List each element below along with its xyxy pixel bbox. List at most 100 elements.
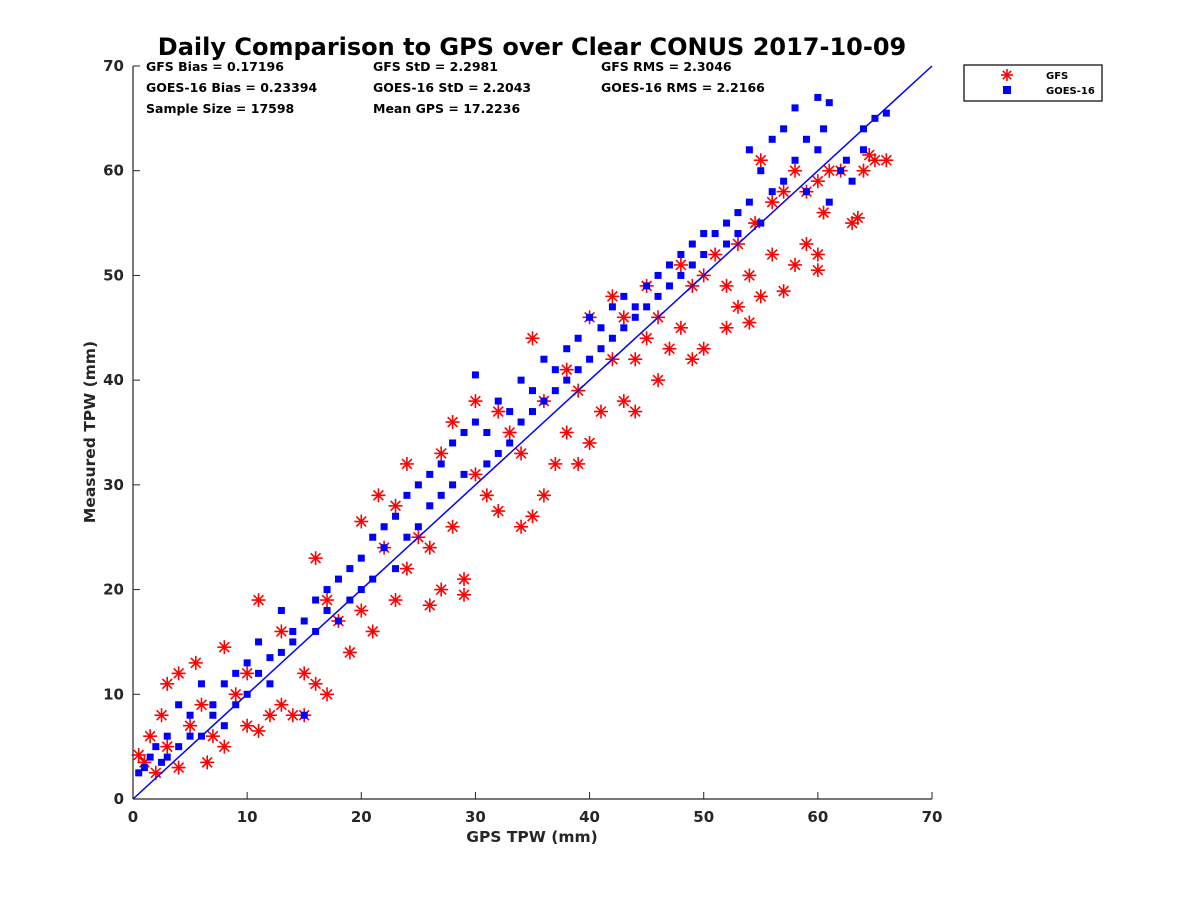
goes16-point xyxy=(677,250,685,258)
gfs-point xyxy=(308,676,323,691)
goes16-point xyxy=(734,230,742,238)
gfs-point xyxy=(240,718,255,733)
gfs-point xyxy=(628,352,643,367)
gfs-point xyxy=(799,237,814,252)
goes16-point xyxy=(848,177,856,185)
x-tick-label: 60 xyxy=(807,808,828,826)
goes16-point xyxy=(540,397,548,405)
legend-gfs-asterisk xyxy=(1001,69,1013,81)
gfs-point xyxy=(308,551,323,566)
goes16-point xyxy=(791,156,799,164)
goes16-point xyxy=(255,669,263,677)
y-tick-label: 50 xyxy=(103,266,124,284)
goes16-point xyxy=(197,680,205,688)
gfs-point xyxy=(194,697,209,712)
goes16-point xyxy=(608,334,616,342)
gfs-point xyxy=(514,446,529,461)
gfs-point xyxy=(765,195,780,210)
goes16-point xyxy=(506,408,514,416)
gfs-point xyxy=(742,315,757,330)
gfs-point xyxy=(371,488,386,503)
gfs-point xyxy=(354,603,369,618)
goes16-point xyxy=(209,711,217,719)
gfs-point xyxy=(388,498,403,513)
gfs-point xyxy=(525,331,540,346)
gfs-point xyxy=(616,394,631,409)
gfs-point xyxy=(559,425,574,440)
goes16-point xyxy=(220,680,228,688)
goes16-point xyxy=(460,470,468,478)
goes16-point xyxy=(608,303,616,311)
gfs-point xyxy=(399,456,414,471)
gfs-point xyxy=(685,352,700,367)
goes16-point xyxy=(860,146,868,154)
goes16-point xyxy=(135,769,143,777)
goes16-point xyxy=(357,554,365,562)
goes16-point xyxy=(266,654,274,662)
goes16-point xyxy=(494,397,502,405)
goes16-point xyxy=(334,575,342,583)
gfs-point xyxy=(388,593,403,608)
gfs-point xyxy=(525,509,540,524)
goes16-point xyxy=(825,198,833,206)
gfs-point xyxy=(810,263,825,278)
gfs-point xyxy=(217,739,232,754)
goes16-point xyxy=(586,313,594,321)
goes16-point xyxy=(186,711,194,719)
goes16-point xyxy=(688,240,696,248)
goes16-point xyxy=(837,167,845,175)
goes16-point xyxy=(277,607,285,615)
gfs-point xyxy=(850,210,865,225)
stat-gfs-bias: GFS Bias = 0.17196 xyxy=(146,59,284,74)
gfs-point xyxy=(673,257,688,272)
one-to-one-reference-line xyxy=(132,65,933,800)
goes16-point xyxy=(380,544,388,552)
goes16-point xyxy=(392,565,400,573)
goes16-point xyxy=(688,261,696,269)
gfs-point xyxy=(810,247,825,262)
gfs-point xyxy=(422,540,437,555)
gfs-series xyxy=(131,148,894,780)
statistics-block: GFS Bias = 0.17196 GFS StD = 2.2981 GFS … xyxy=(146,59,765,116)
goes16-point xyxy=(323,607,331,615)
goes16-point xyxy=(220,722,228,730)
goes16-point xyxy=(734,209,742,217)
goes16-point xyxy=(300,617,308,625)
gfs-point xyxy=(593,404,608,419)
gfs-point xyxy=(422,598,437,613)
gfs-point xyxy=(816,205,831,220)
goes16-point xyxy=(597,324,605,332)
goes16-point xyxy=(700,230,708,238)
goes16-point xyxy=(163,753,171,761)
goes16-point xyxy=(620,292,628,300)
goes16-point xyxy=(140,764,148,772)
gfs-point xyxy=(274,697,289,712)
goes16-point xyxy=(665,282,673,290)
goes16-point xyxy=(665,261,673,269)
gfs-point xyxy=(342,645,357,660)
stat-gfs-rms: GFS RMS = 2.3046 xyxy=(601,59,732,74)
gfs-point xyxy=(228,687,243,702)
goes16-point xyxy=(700,250,708,258)
y-tick-label: 0 xyxy=(114,790,124,808)
goes16-point xyxy=(449,439,457,447)
gfs-point xyxy=(651,373,666,388)
x-tick-label: 40 xyxy=(579,808,600,826)
gfs-point xyxy=(810,174,825,189)
gfs-point xyxy=(856,163,871,178)
goes16-point xyxy=(540,355,548,363)
goes16-point xyxy=(334,617,342,625)
gfs-point xyxy=(320,687,335,702)
gfs-point xyxy=(776,284,791,299)
goes16-point xyxy=(437,491,445,499)
gfs-point xyxy=(708,247,723,262)
gfs-point xyxy=(365,624,380,639)
gfs-point xyxy=(548,456,563,471)
gfs-point xyxy=(753,153,768,168)
goes16-point xyxy=(745,146,753,154)
goes16-point xyxy=(802,188,810,196)
goes16-point xyxy=(403,533,411,541)
gfs-point xyxy=(514,519,529,534)
goes16-point xyxy=(631,313,639,321)
